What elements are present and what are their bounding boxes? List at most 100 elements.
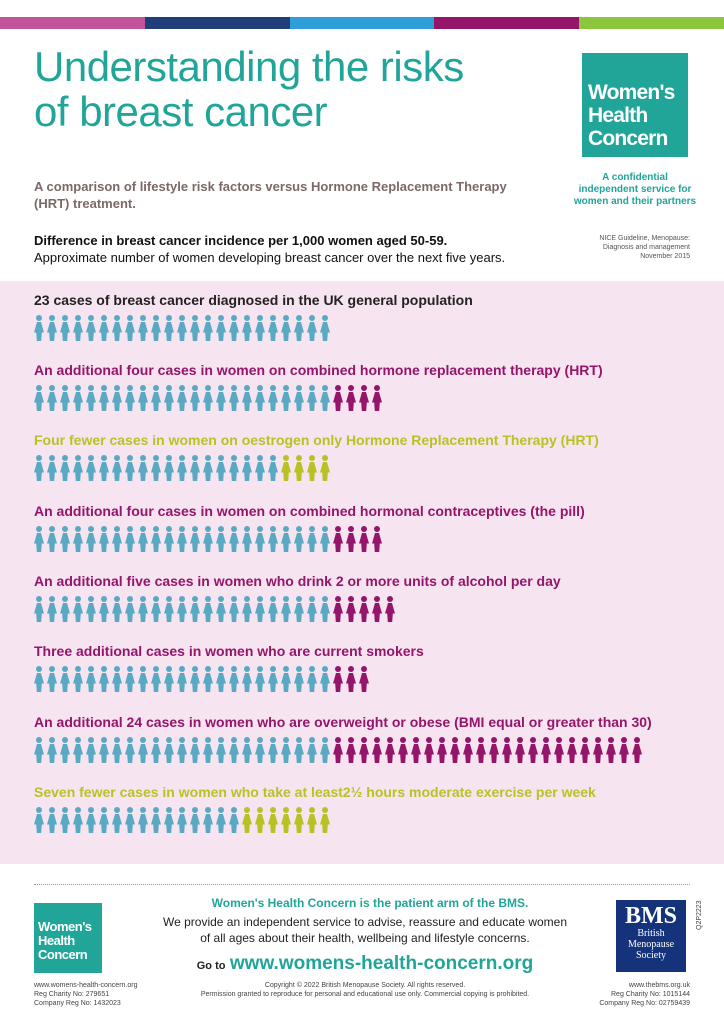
bms-logo-line: Society (636, 950, 666, 961)
risk-row-title: Three additional cases in women who are … (34, 643, 424, 659)
person-icon (320, 315, 330, 341)
additional-case-person-icon (567, 737, 577, 763)
person-figure-row (34, 807, 596, 835)
risk-row: An additional four cases in women on com… (34, 502, 585, 554)
person-icon (34, 385, 44, 411)
bms-logo-acronym: BMS (624, 903, 677, 929)
person-figure-row (34, 526, 585, 554)
copyright: Copyright © 2022 British Menopause Socie… (160, 981, 570, 999)
additional-case-person-icon (359, 596, 369, 622)
person-icon (151, 385, 161, 411)
bms-website[interactable]: www.thebms.org.uk (628, 982, 690, 989)
additional-case-person-icon (619, 737, 629, 763)
person-icon (138, 807, 148, 833)
person-icon (112, 455, 122, 481)
footer-logo-line: Women's (38, 919, 92, 934)
person-icon (177, 807, 187, 833)
footer-logo: Women's Health Concern (34, 903, 102, 973)
person-icon (242, 666, 252, 692)
goto-label: Go to (196, 960, 226, 972)
person-icon (164, 666, 174, 692)
person-icon (99, 526, 109, 552)
copyright-line: Permission granted to reproduce for pers… (200, 991, 530, 998)
person-icon (216, 596, 226, 622)
risk-row: Four fewer cases in women on oestrogen o… (34, 431, 599, 483)
person-icon (268, 737, 278, 763)
person-icon (164, 315, 174, 341)
fewer-case-person-icon (255, 807, 265, 833)
person-figure-row (34, 315, 473, 343)
person-icon (177, 526, 187, 552)
person-icon (138, 666, 148, 692)
person-icon (86, 807, 96, 833)
risk-row-title: An additional 24 cases in women who are … (34, 714, 652, 730)
fewer-case-person-icon (242, 807, 252, 833)
service-line: of all ages about their health, wellbein… (200, 931, 530, 945)
person-icon (268, 315, 278, 341)
person-icon (112, 807, 122, 833)
footer-logo-line: Concern (38, 947, 88, 962)
additional-case-person-icon (346, 526, 356, 552)
person-icon (190, 385, 200, 411)
top-color-bar (0, 17, 724, 29)
person-icon (164, 526, 174, 552)
person-icon (229, 455, 239, 481)
whc-company-no: Company Reg No: 1432023 (34, 1000, 121, 1007)
person-icon (112, 385, 122, 411)
person-icon (164, 596, 174, 622)
tagline-line: independent service for (578, 184, 692, 195)
person-icon (151, 455, 161, 481)
person-icon (34, 315, 44, 341)
additional-case-person-icon (346, 666, 356, 692)
person-icon (320, 526, 330, 552)
person-icon (268, 596, 278, 622)
difference-description: Approximate number of women developing b… (34, 250, 506, 265)
person-icon (73, 666, 83, 692)
footer-divider (34, 884, 690, 885)
person-icon (190, 596, 200, 622)
person-icon (281, 596, 291, 622)
person-icon (151, 737, 161, 763)
risk-row-title: Four fewer cases in women on oestrogen o… (34, 432, 599, 448)
person-icon (86, 737, 96, 763)
person-icon (47, 315, 57, 341)
nice-ref-line: NICE Guideline, Menopause: (599, 235, 690, 242)
additional-case-person-icon (398, 737, 408, 763)
additional-case-person-icon (372, 596, 382, 622)
person-icon (125, 526, 135, 552)
person-icon (190, 807, 200, 833)
person-icon (60, 737, 70, 763)
person-icon (86, 666, 96, 692)
risk-row-title: An additional four cases in women on com… (34, 362, 603, 378)
person-icon (255, 315, 265, 341)
topbar-segment (289, 17, 435, 29)
additional-case-person-icon (489, 737, 499, 763)
website-link[interactable]: www.womens-health-concern.org (229, 953, 534, 974)
person-icon (203, 737, 213, 763)
person-icon (268, 385, 278, 411)
person-icon (34, 737, 44, 763)
risk-row-title: Seven fewer cases in women who take at l… (34, 784, 596, 800)
additional-case-person-icon (541, 737, 551, 763)
logo-tagline: A confidential independent service for w… (560, 172, 710, 208)
person-icon (320, 385, 330, 411)
risk-row: An additional four cases in women on com… (34, 361, 603, 413)
person-icon (229, 385, 239, 411)
whc-website[interactable]: www.womens-health-concern.org (34, 982, 138, 989)
risk-row-title: An additional five cases in women who dr… (34, 573, 561, 589)
person-icon (47, 526, 57, 552)
person-icon (203, 596, 213, 622)
additional-case-person-icon (333, 596, 343, 622)
person-icon (47, 737, 57, 763)
person-icon (242, 737, 252, 763)
person-icon (320, 596, 330, 622)
person-icon (268, 526, 278, 552)
additional-case-person-icon (580, 737, 590, 763)
bms-company-no: Company Reg No: 02759439 (599, 1000, 690, 1007)
risk-row: An additional 24 cases in women who are … (34, 713, 652, 765)
fewer-case-person-icon (320, 807, 330, 833)
person-icon (86, 526, 96, 552)
person-icon (112, 315, 122, 341)
additional-case-person-icon (450, 737, 460, 763)
person-icon (151, 526, 161, 552)
